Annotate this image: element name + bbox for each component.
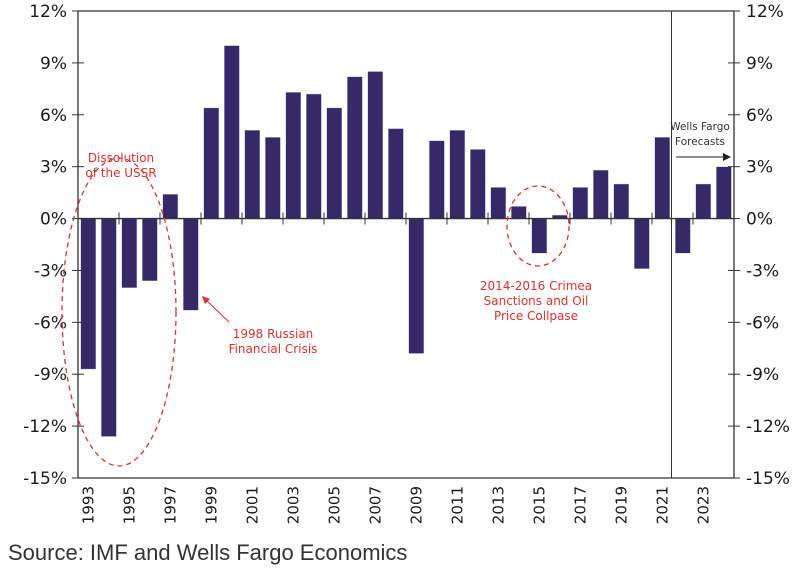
- x-tick-label-2019: 2019: [612, 486, 630, 524]
- y-axis-right: 12% 9% 6% 3% 0% -3% -6% -9% -12% -15%: [728, 2, 790, 489]
- x-tick-label-2001: 2001: [243, 486, 261, 524]
- x-tick-label-1993: 1993: [79, 486, 97, 524]
- bar-2019: [613, 183, 630, 219]
- crimea-annotation-line1: 2014-2016 Crimea: [480, 279, 592, 293]
- bar-1993: [80, 218, 97, 370]
- y-tick-label-right: -3%: [746, 261, 779, 281]
- bar-2006: [347, 76, 363, 219]
- x-tick-label-2005: 2005: [325, 486, 343, 524]
- y-tick-label-right: 0%: [746, 210, 773, 230]
- ussr-annotation-line1: Dissolution: [88, 151, 154, 165]
- bar-1999: [203, 107, 220, 219]
- x-tick-label-2017: 2017: [571, 486, 589, 524]
- y-tick-label-left: 3%: [40, 158, 67, 178]
- bar-2017: [572, 187, 589, 219]
- crimea-annotation-line3: Price Collpase: [494, 309, 578, 323]
- y-tick-label-left: 9%: [40, 54, 67, 74]
- bar-2008: [388, 128, 404, 219]
- y-tick-label-left: 6%: [40, 106, 67, 126]
- chart: 12% 9% 6% 3% 0% -3% -6% -9% -12% -15% 12% 9% 6% 3% 0%…: [23, 2, 790, 524]
- bar-1994: [100, 218, 117, 437]
- ussr-annotation-line2: of the USSR: [85, 166, 156, 180]
- y-tick-label-left: -12%: [23, 417, 67, 437]
- bar-2001: [244, 130, 261, 219]
- crisis-annotation-line2: Financial Crisis: [229, 342, 318, 356]
- bar-2013: [490, 187, 507, 219]
- x-tick-label-2015: 2015: [530, 486, 548, 524]
- y-tick-label-right: -9%: [746, 365, 779, 385]
- x-tick-label-2011: 2011: [448, 486, 466, 524]
- bar-1998: [182, 218, 199, 311]
- crisis-arrow-line: [203, 297, 230, 323]
- bar-2011: [449, 130, 466, 219]
- x-tick-label-2021: 2021: [653, 486, 671, 524]
- x-tick-label-2007: 2007: [366, 486, 384, 524]
- bar-2023: [695, 183, 712, 219]
- y-tick-label-left: -6%: [34, 313, 67, 333]
- x-tick-label-1999: 1999: [202, 486, 220, 524]
- ussr-highlight-ellipse: [61, 157, 177, 467]
- bar-2000: [223, 45, 240, 219]
- bar-2002: [265, 137, 281, 219]
- y-tick-label-left: 12%: [29, 2, 67, 22]
- x-axis: 1993 1995 1997 1999 2001 2003 2005 2007 2009 2011…: [79, 212, 712, 524]
- y-tick-label-left: -15%: [23, 469, 67, 489]
- bar-2020: [634, 218, 650, 270]
- forecast-annotation-line1: Wells Fargo: [670, 121, 730, 133]
- bar-2021: [654, 137, 671, 219]
- forecast-arrow-head: [723, 153, 731, 161]
- y-tick-label-left: -3%: [34, 261, 67, 281]
- bar-2007: [367, 71, 384, 219]
- x-tick-label-2013: 2013: [489, 486, 507, 524]
- bar-2010: [429, 140, 445, 219]
- crimea-highlight-ellipse: [506, 185, 570, 267]
- crisis-annotation-line1: 1998 Russian: [233, 327, 314, 341]
- x-tick-label-2009: 2009: [407, 486, 425, 524]
- y-tick-label-left: -9%: [34, 365, 67, 385]
- y-tick-label-right: 12%: [746, 2, 784, 22]
- bars-group: [80, 45, 732, 437]
- x-tick-label-1997: 1997: [161, 486, 179, 524]
- source-note: Source: IMF and Wells Fargo Economics: [8, 540, 408, 565]
- bar-1997: [162, 194, 179, 219]
- bar-2015: [531, 218, 548, 254]
- bar-2012: [470, 149, 486, 219]
- y-tick-label-right: -12%: [746, 417, 790, 437]
- crimea-annotation-line2: Sanctions and Oil: [484, 294, 589, 308]
- y-tick-label-right: 3%: [746, 158, 773, 178]
- bar-2022: [675, 218, 691, 254]
- bar-2009: [408, 218, 425, 354]
- bar-2005: [326, 107, 343, 219]
- y-axis-left: 12% 9% 6% 3% 0% -3% -6% -9% -12% -15%: [23, 2, 84, 489]
- forecast-annotation-line2: Forecasts: [675, 136, 725, 148]
- y-tick-label-right: 6%: [746, 106, 773, 126]
- y-tick-label-left: 0%: [40, 210, 67, 230]
- bar-1996: [141, 218, 158, 282]
- bar-2004: [306, 93, 322, 219]
- bar-1995: [121, 218, 138, 289]
- y-tick-label-right: -6%: [746, 313, 779, 333]
- bar-2014: [511, 206, 527, 219]
- bar-2024: [716, 166, 732, 219]
- y-tick-label-right: -15%: [746, 469, 790, 489]
- x-tick-label-1995: 1995: [120, 486, 138, 524]
- bar-2018: [593, 169, 609, 219]
- x-tick-label-2003: 2003: [284, 486, 302, 524]
- x-tick-label-2023: 2023: [694, 486, 712, 524]
- y-tick-label-right: 9%: [746, 54, 773, 74]
- crisis-arrow-head: [202, 296, 210, 304]
- annotations-group: Dissolution of the USSR 1998 Russian Fin…: [61, 121, 731, 467]
- bar-2003: [285, 92, 302, 219]
